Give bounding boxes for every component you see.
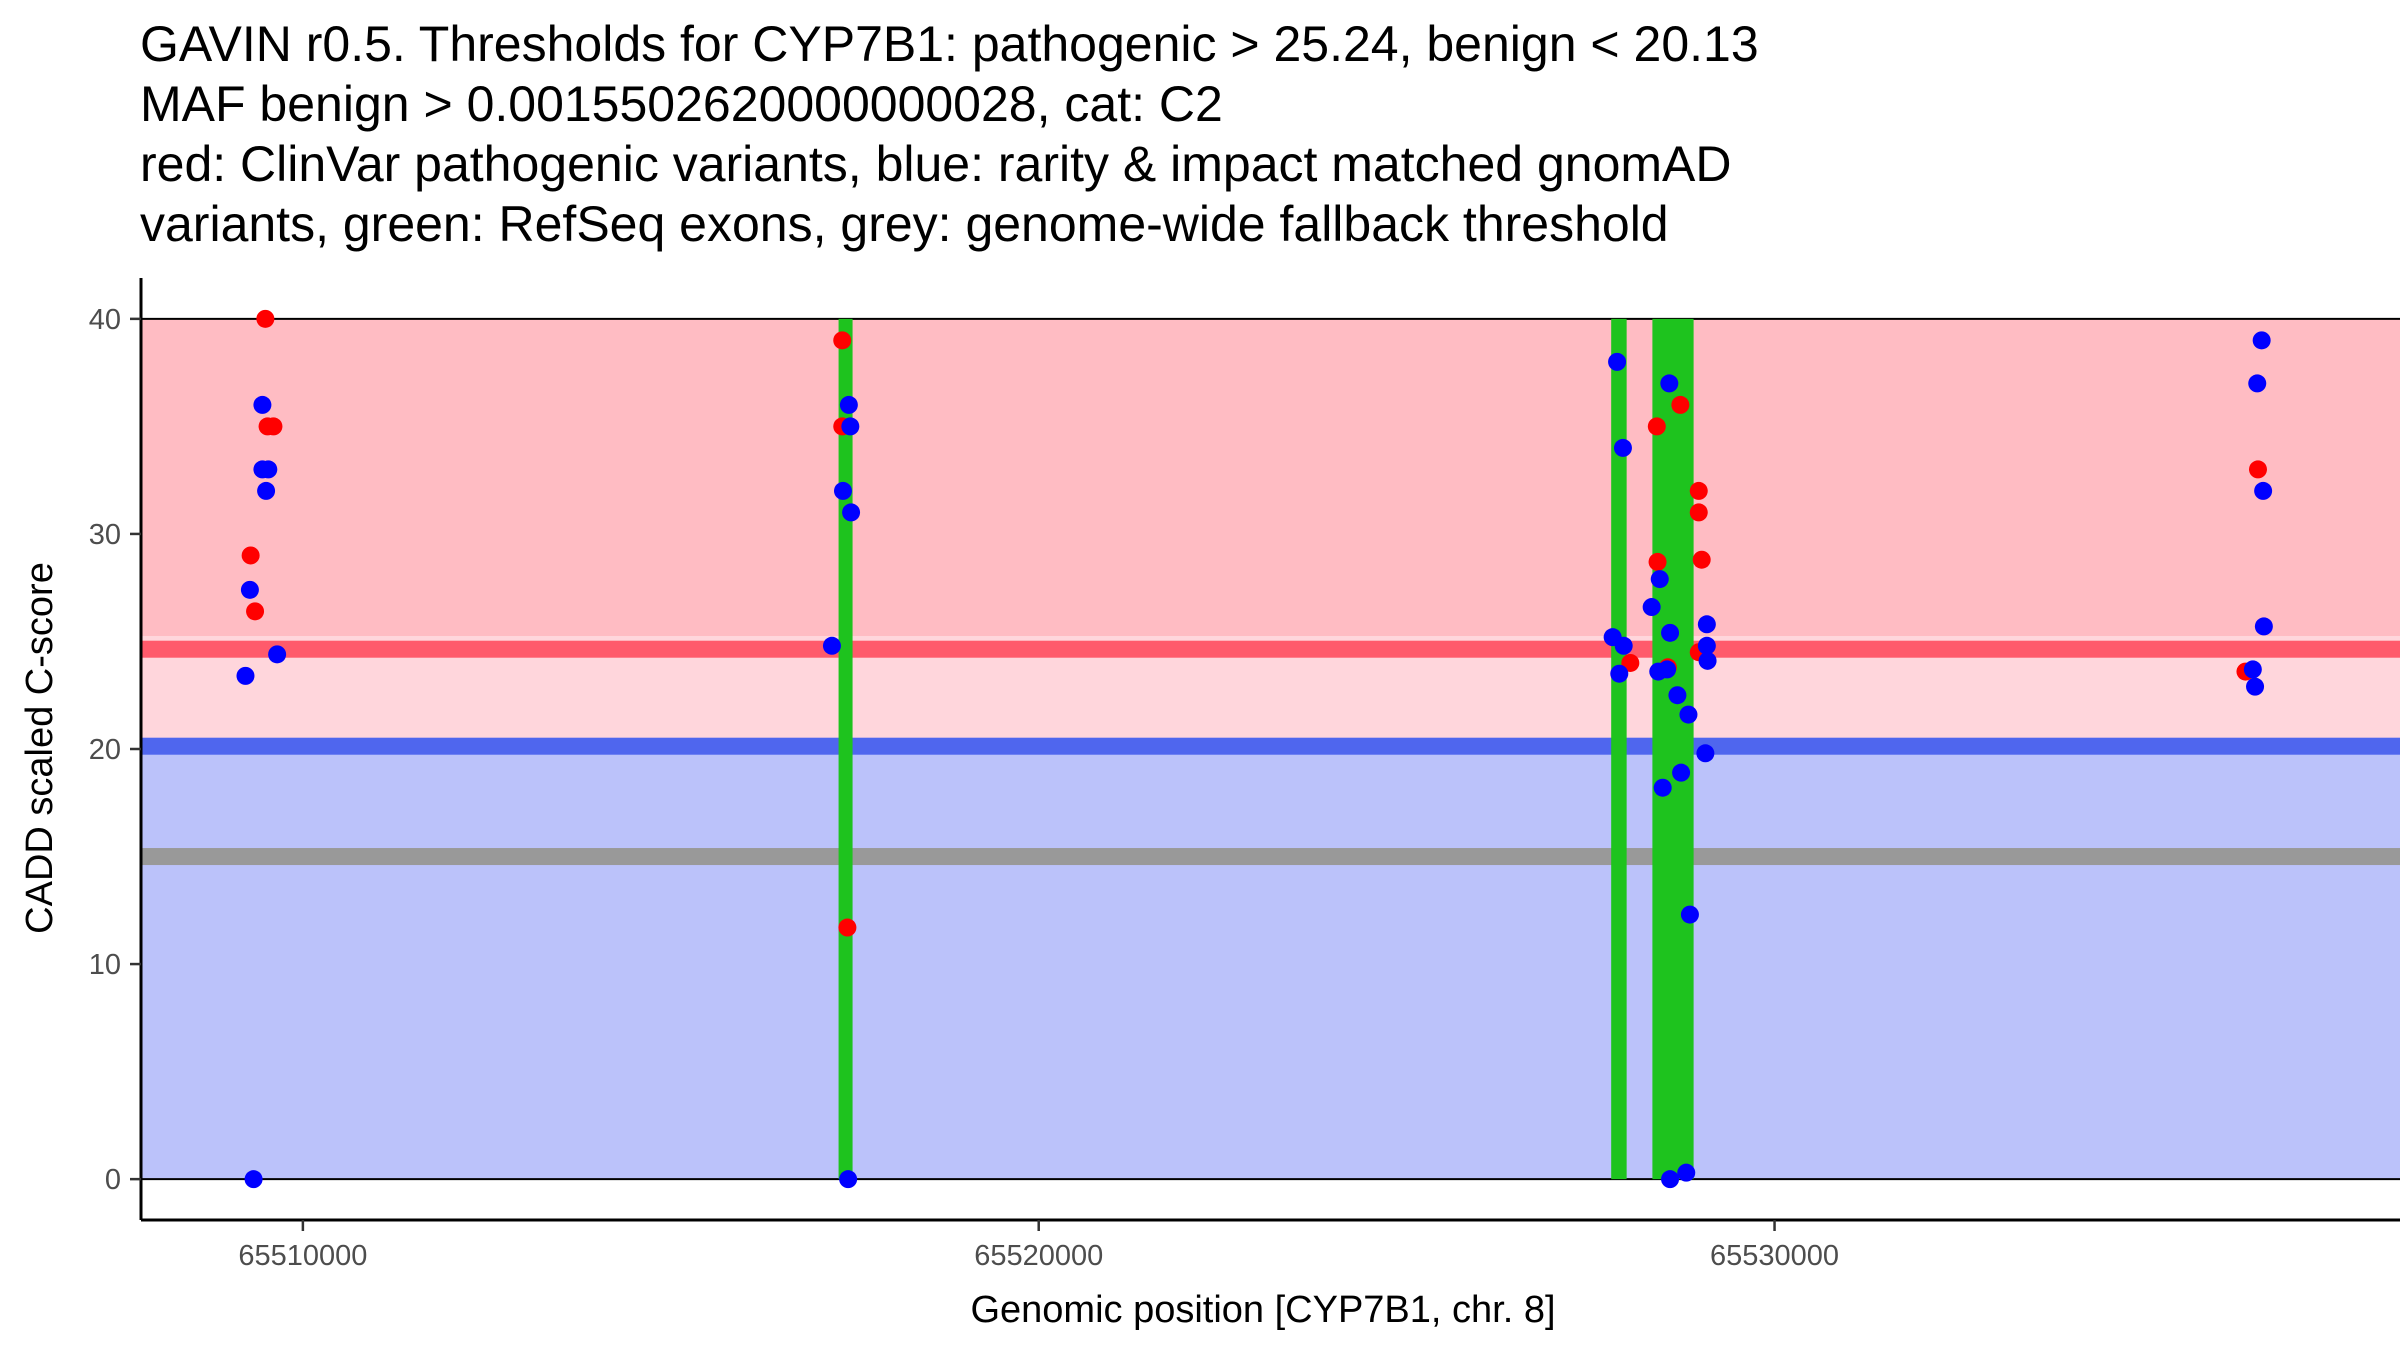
population-point [1642, 598, 1661, 617]
population-point [839, 395, 858, 414]
y-tick-label: 30 [89, 519, 121, 551]
pathogenic-point [1671, 395, 1690, 414]
population-point [2254, 481, 2273, 500]
population-point [1613, 438, 1632, 457]
population-point [2248, 374, 2267, 393]
population-point [240, 580, 259, 599]
y-tick-label: 10 [89, 949, 121, 981]
y-tick-label: 40 [89, 304, 121, 336]
pathogenic-point [1621, 653, 1640, 672]
population-point [1668, 686, 1687, 705]
pathogenic-point [256, 309, 275, 328]
population-point [2243, 660, 2262, 679]
pathogenic-region [141, 318, 2400, 637]
pathogenic-point [258, 417, 277, 436]
benign-threshold-line [141, 737, 2400, 755]
population-point [1614, 636, 1633, 655]
y-axis: 0 10 20 30 40 [89, 304, 141, 1196]
variant-points [236, 309, 2273, 1189]
population-point [1650, 570, 1669, 589]
x-axis-title: Genomic position [CYP7B1, chr. 8] [970, 1289, 1555, 1331]
population-point [822, 636, 841, 655]
pathogenic-point [241, 546, 260, 565]
population-point [244, 1170, 263, 1189]
population-point [236, 666, 255, 685]
pathogenic-point [838, 918, 857, 937]
population-point [1697, 636, 1716, 655]
y-axis-title: CADD scaled C-score [19, 562, 61, 934]
exon-bars [838, 318, 1694, 1180]
population-point [1680, 905, 1699, 924]
population-point [268, 645, 287, 664]
x-axis: 65510000 65520000 65530000 [238, 1220, 1839, 1272]
pathogenic-point [1689, 503, 1708, 522]
population-point [1653, 778, 1672, 797]
x-tick-label: 65530000 [1710, 1240, 1839, 1272]
population-point [259, 460, 278, 479]
fallback-threshold-line [141, 848, 2400, 866]
population-point [839, 1170, 858, 1189]
title-line-2: MAF benign > 0.00155026200000000​28, cat… [140, 76, 1223, 132]
population-point [1679, 705, 1698, 724]
exon-bar-1 [838, 318, 853, 1180]
pathogenic-point [1648, 552, 1667, 571]
exon-bar-3 [1652, 318, 1694, 1180]
chart-title: GAVIN r0.5. Thresholds for CYP7B1: patho… [140, 14, 2380, 254]
population-point [1610, 664, 1629, 683]
pathogenic-point [246, 602, 265, 621]
pathogenic-threshold-line [141, 640, 2400, 658]
population-point [1661, 1170, 1680, 1189]
population-point [2254, 617, 2273, 636]
population-point [1660, 374, 1679, 393]
title-line-4: variants, green: RefSeq exons, grey: gen… [140, 196, 1669, 252]
population-point [842, 503, 861, 522]
population-point [2246, 677, 2265, 696]
population-point [1677, 1163, 1696, 1182]
x-tick-label: 65520000 [974, 1240, 1103, 1272]
pathogenic-point [1689, 481, 1708, 500]
pathogenic-point [1692, 550, 1711, 569]
pathogenic-point [2248, 460, 2267, 479]
population-point [1658, 660, 1677, 679]
exon-bar-2 [1611, 318, 1627, 1180]
y-tick-label: 20 [89, 734, 121, 766]
plot-panel [141, 309, 2400, 1189]
title-line-3: red: ClinVar pathogenic variants, blue: … [140, 136, 1732, 192]
population-point [2252, 331, 2271, 350]
population-point [1672, 763, 1691, 782]
pathogenic-point [833, 331, 852, 350]
population-point [1661, 623, 1680, 642]
y-tick-label: 0 [105, 1164, 121, 1196]
population-point [257, 481, 276, 500]
population-point [253, 395, 272, 414]
population-point [1698, 651, 1717, 670]
pathogenic-point [1647, 417, 1666, 436]
population-point [841, 417, 860, 436]
population-point [1697, 615, 1716, 634]
x-tick-label: 65510000 [238, 1240, 367, 1272]
benign-region [141, 746, 2400, 1180]
population-point [1696, 744, 1715, 763]
population-point [833, 481, 852, 500]
title-line-1: GAVIN r0.5. Thresholds for CYP7B1: patho… [140, 16, 1759, 72]
population-point [1608, 352, 1627, 371]
